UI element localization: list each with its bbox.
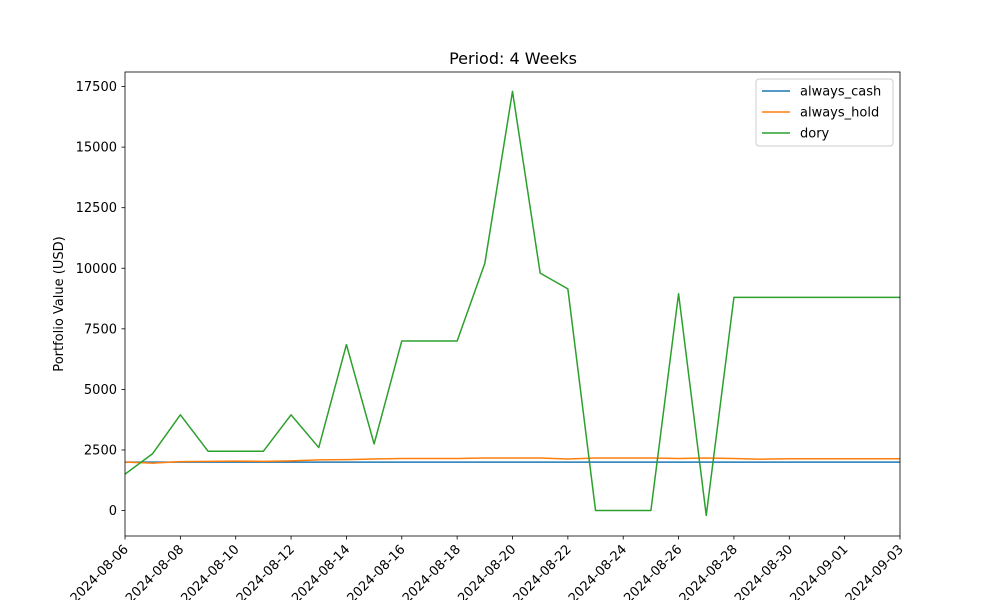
series-line-dory: [124, 90, 900, 517]
series-line-always-hold: [124, 457, 900, 464]
legend-label-always-cash: always_cash: [800, 85, 881, 100]
y-tick-label: 0: [109, 504, 117, 519]
legend-label-always-hold: always_hold: [800, 106, 879, 121]
y-axis-title: Portfolio Value (USD): [52, 236, 67, 371]
y-tick-label: 12500: [76, 201, 117, 216]
y-tick-label: 5000: [84, 383, 117, 398]
y-tick-label: 17500: [76, 80, 117, 95]
chart-title: Period: 4 Weeks: [449, 49, 577, 68]
series-layer: [124, 90, 900, 517]
legend-box: [755, 78, 894, 147]
y-tick-label: 2500: [84, 443, 117, 458]
y-tick-label: 7500: [84, 322, 117, 337]
y-tick-label: 10000: [76, 262, 117, 277]
y-tick-label: 15000: [76, 141, 117, 156]
legend-label-dory: dory: [800, 127, 830, 142]
